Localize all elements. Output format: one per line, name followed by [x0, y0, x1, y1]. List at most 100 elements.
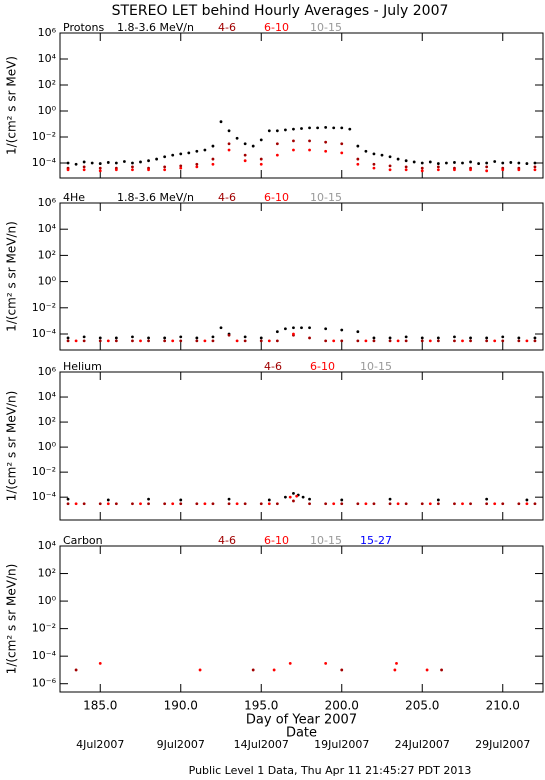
y-tick-label: 10²: [38, 567, 56, 580]
data-point: [332, 339, 336, 343]
data-point: [179, 152, 183, 156]
data-point: [324, 149, 328, 153]
y-tick-label: 10⁰: [38, 594, 57, 607]
y-axis-label: 1/(cm² s sr MeV): [5, 56, 19, 155]
data-point: [259, 138, 263, 142]
data-point: [66, 497, 70, 501]
data-point: [517, 339, 521, 343]
data-point: [82, 339, 86, 343]
data-point: [227, 142, 231, 146]
data-point: [388, 164, 392, 168]
data-point: [82, 160, 86, 164]
data-point: [147, 502, 150, 506]
data-point: [203, 148, 207, 152]
x-tick-label: 190.0: [164, 699, 198, 713]
y-tick-label: 10⁰: [38, 104, 57, 117]
data-point: [533, 339, 537, 343]
data-point: [147, 159, 150, 163]
data-point: [106, 161, 110, 164]
data-point: [123, 160, 126, 163]
data-point: [284, 128, 287, 132]
data-point: [267, 339, 271, 343]
data-point: [211, 157, 215, 161]
data-point: [171, 339, 175, 343]
data-point: [163, 155, 167, 159]
data-point: [372, 336, 376, 340]
data-point: [372, 502, 376, 506]
plot-frame: [59, 32, 544, 179]
data-point: [485, 336, 489, 340]
legend-label: 4-6: [218, 534, 236, 547]
data-point: [436, 165, 440, 169]
legend-label: 10-15: [360, 360, 392, 373]
data-point: [485, 161, 489, 165]
data-point: [461, 339, 464, 343]
data-point: [356, 144, 360, 148]
data-point: [364, 339, 368, 343]
data-point: [98, 339, 102, 343]
data-point: [82, 502, 86, 506]
data-point: [533, 336, 537, 340]
legend-label: 6-10: [264, 191, 289, 204]
data-point: [533, 168, 537, 172]
data-point: [420, 166, 424, 170]
data-point: [243, 153, 247, 157]
data-point: [485, 165, 489, 169]
y-tick-label: 10⁻²: [32, 622, 56, 635]
data-point: [324, 125, 328, 129]
data-point: [501, 335, 505, 339]
data-point: [74, 502, 78, 506]
data-point: [393, 668, 397, 672]
data-point: [251, 144, 255, 148]
data-point: [195, 162, 199, 166]
data-point: [469, 336, 472, 340]
data-point: [388, 168, 392, 172]
y-tick-label: 10⁴: [38, 390, 57, 403]
data-point: [219, 120, 223, 124]
legend-label: 4-6: [264, 360, 282, 373]
data-point: [227, 333, 231, 337]
data-point: [453, 335, 456, 339]
y-axis-label: 1/(cm² s sr MeV/n): [5, 221, 19, 332]
data-point: [428, 339, 432, 343]
data-point: [420, 502, 424, 506]
data-point: [485, 502, 489, 506]
data-point: [509, 161, 513, 164]
legend-label: 10-15: [310, 21, 342, 34]
x-tick-label: 200.0: [325, 699, 359, 713]
y-tick-label: 10⁶: [38, 196, 57, 209]
data-point: [139, 502, 142, 506]
data-point: [114, 502, 118, 506]
y-tick-label: 10⁶: [38, 365, 57, 378]
data-point: [453, 168, 456, 172]
data-point: [308, 148, 311, 152]
data-point: [396, 339, 400, 343]
data-point: [533, 502, 537, 506]
y-tick-label: 10⁻²: [32, 301, 56, 314]
data-point: [324, 339, 328, 343]
date-tick-label: 24Jul2007: [395, 738, 450, 751]
data-point: [461, 161, 464, 165]
y-tick-label: 10⁻⁴: [32, 156, 57, 169]
data-point: [235, 136, 239, 140]
data-point: [163, 502, 167, 506]
data-point: [412, 160, 416, 164]
data-point: [485, 497, 489, 501]
data-point: [493, 339, 497, 343]
data-point: [436, 336, 440, 340]
data-point: [82, 168, 86, 172]
data-point: [404, 339, 408, 343]
data-point: [131, 165, 134, 169]
x-axis-label: Day of Year 2007: [246, 713, 357, 728]
data-point: [195, 502, 199, 506]
data-point: [316, 126, 319, 130]
x-tick-label: 210.0: [486, 699, 520, 713]
data-point: [227, 129, 231, 133]
panel-label: Carbon: [63, 534, 103, 547]
data-point: [106, 498, 110, 502]
data-point: [292, 499, 295, 503]
data-point: [388, 502, 392, 506]
data-point: [114, 336, 118, 340]
data-point: [259, 336, 263, 340]
